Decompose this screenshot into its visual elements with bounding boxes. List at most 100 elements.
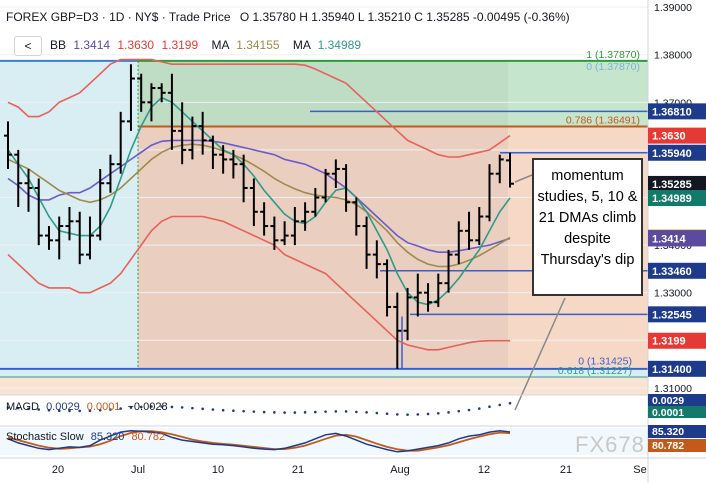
- callout-arrow-price: [514, 174, 533, 183]
- ma2-label[interactable]: MA: [292, 38, 311, 52]
- ohlc-bar: [55, 216, 64, 260]
- macd-hist-dot: [201, 407, 204, 411]
- ohlc-bar: [331, 159, 340, 188]
- macd-hist-dot: [283, 411, 286, 414]
- bb-lower-line: [7, 215, 510, 351]
- macd-hist-dot: [436, 411, 440, 415]
- bb-upper-value: 1.3630: [117, 38, 155, 52]
- macd-hist-dot: [160, 405, 163, 408]
- macd-hist-dot: [6, 406, 10, 409]
- ohlc-bar: [4, 121, 12, 169]
- macd-hist-dot: [27, 407, 30, 411]
- ma1-label[interactable]: MA: [211, 38, 229, 52]
- ohlc-bar: [413, 273, 422, 317]
- fib-label-0: 1 (1.37870): [586, 49, 640, 61]
- sep-3: ·: [161, 10, 169, 24]
- zone-fib-upper: [138, 60, 648, 127]
- macd-value-2: 0.0001: [86, 401, 121, 413]
- macd-hist-dot: [150, 405, 153, 408]
- bb-mid-line: [7, 139, 511, 253]
- bb-label[interactable]: BB: [50, 38, 67, 52]
- macd-hist-dot: [109, 408, 112, 411]
- collapse-legend-button[interactable]: <: [14, 36, 42, 56]
- macd-hist-dot: [191, 406, 194, 410]
- macd-hist-dot: [416, 413, 420, 416]
- macd-value-1: 0.0029: [46, 401, 80, 413]
- ohlc-bar: [424, 283, 433, 312]
- ohlc-bar: [311, 187, 320, 217]
- macd-hist-dot: [37, 408, 41, 411]
- macd-hist-dot: [314, 410, 317, 414]
- macd-tag-bg-1: [648, 406, 706, 418]
- macd-hist-dot: [477, 407, 481, 410]
- macd-hist-dot: [129, 406, 133, 409]
- ohlc-bar: [342, 164, 351, 212]
- price-tag-bg-1: [648, 127, 706, 144]
- indicator-legend-row: BB 1.3414 1.3630 1.3199 MA 1.34155 MA 1.…: [50, 38, 361, 52]
- fib-label-2: 0.786 (1.36491): [566, 115, 640, 127]
- ohlc-bar: [229, 149, 238, 179]
- interval[interactable]: 1D: [109, 10, 125, 24]
- macd-hist-dot: [508, 401, 512, 405]
- macd-hist-dot: [16, 406, 20, 410]
- macd-hist-dot: [457, 409, 461, 413]
- ohlc-bar: [65, 207, 74, 241]
- stoch-label[interactable]: Stochastic Slow: [6, 431, 84, 443]
- ohlc-bar: [178, 102, 187, 165]
- ohlc-bar: [75, 211, 84, 265]
- price-tag-7: 1.33460: [652, 266, 692, 278]
- sep-2: ·: [127, 10, 136, 24]
- macd-hist-dot: [221, 408, 225, 412]
- zone-bottom-2: [0, 377, 648, 395]
- ohlc-bar: [96, 168, 105, 241]
- bb-lower-value: 1.3199: [161, 38, 199, 52]
- stoch-tag-bg-1: [648, 439, 706, 452]
- ohlc-bar: [249, 178, 258, 227]
- chart-title-row: FOREX GBP=D3 · 1D · NY$ · Trade Price O …: [6, 10, 570, 24]
- macd-hist-dot: [344, 410, 348, 413]
- macd-hist-dot: [293, 411, 297, 414]
- ohlc-bar: [280, 221, 289, 246]
- fib-label-3: 0 (1.31425): [578, 356, 632, 368]
- price-tag-1: 1.3630: [652, 131, 686, 143]
- macd-hist-dot: [324, 410, 327, 413]
- symbol[interactable]: GBP=D3: [50, 10, 99, 24]
- ohlc-bar: [219, 145, 228, 174]
- macd-hist-dot: [211, 408, 215, 411]
- ohlc-bar: [188, 116, 197, 160]
- stoch-k-value: 85.320: [90, 431, 125, 443]
- macd-hist-dot: [365, 411, 368, 414]
- annotation-callout: momentum studies, 5, 10 & 21 DMAs climb …: [532, 158, 643, 296]
- macd-hist-dot: [375, 411, 379, 415]
- price-tag-bg-6: [648, 230, 706, 247]
- ohlc-bar: [301, 202, 310, 231]
- macd-hist-dot: [88, 409, 92, 413]
- y-tick-label-6: 1.33000: [654, 288, 692, 300]
- ohlc-bar: [383, 259, 392, 317]
- ohlc-bar: [270, 216, 279, 250]
- sep-1: ·: [101, 10, 110, 24]
- y-tick-label-1: 1.38000: [654, 50, 692, 62]
- macd-label[interactable]: MAGD: [6, 401, 39, 413]
- price-tag-10: 1.31400: [652, 364, 692, 376]
- y-tick-label-0: 1.39000: [654, 2, 692, 14]
- macd-hist-dot: [498, 403, 502, 407]
- macd-hist-dot: [139, 405, 143, 409]
- zone-shade: [138, 60, 508, 369]
- macd-hist-dot: [119, 407, 122, 410]
- ohlc-bar: [14, 149, 23, 208]
- ohlc-bar: [137, 73, 146, 112]
- x-tick-label-1: Jul: [131, 464, 145, 476]
- watermark-logo: FX678: [575, 432, 645, 457]
- macd-tag-bg-0: [648, 394, 706, 406]
- ohlc-bar: [147, 83, 156, 122]
- macd-hist-dot: [68, 409, 71, 413]
- price-tag-2: 1.35940: [652, 148, 692, 160]
- callout-arrow-macd: [514, 297, 566, 411]
- macd-hist-dot: [426, 412, 430, 416]
- x-tick-label-5: 12: [478, 464, 490, 476]
- stoch-tag-0: 85.320: [652, 426, 684, 438]
- title-prefix: FOREX: [6, 10, 48, 24]
